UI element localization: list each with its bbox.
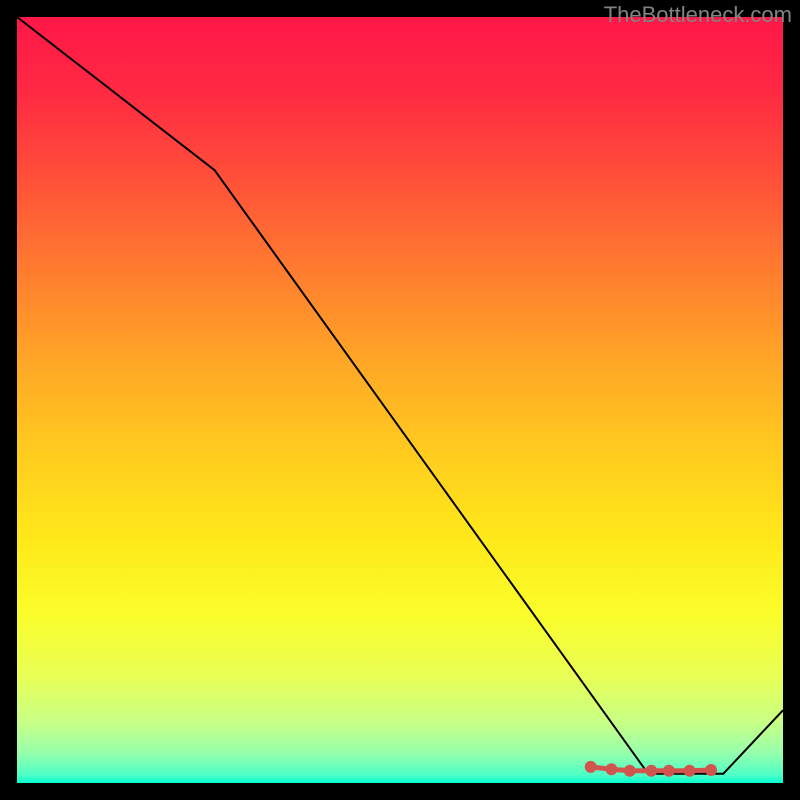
main-curve (17, 17, 783, 774)
marker-point (585, 761, 597, 773)
marker-point (705, 764, 717, 776)
marker-point (645, 765, 657, 777)
marker-point (624, 765, 636, 777)
marker-point (663, 765, 675, 777)
plot-area (17, 17, 783, 783)
chart-container: TheBottleneck.com (0, 0, 800, 800)
watermark-text: TheBottleneck.com (604, 2, 792, 28)
marker-point (684, 765, 696, 777)
marker-point (605, 763, 617, 775)
chart-svg (17, 17, 783, 783)
